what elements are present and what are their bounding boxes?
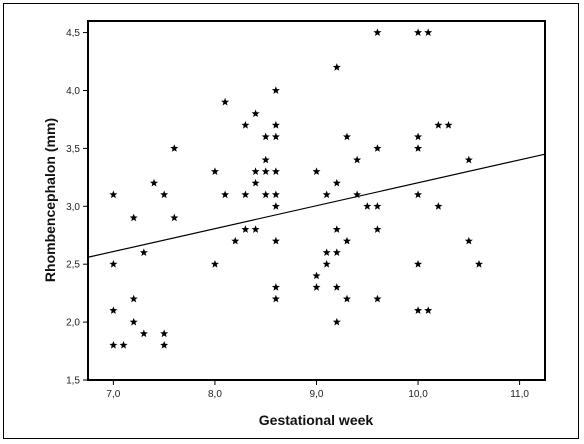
- data-point: [241, 225, 250, 233]
- data-point: [424, 28, 433, 36]
- x-tick-label: 11,0: [510, 389, 529, 400]
- data-point: [160, 329, 169, 338]
- data-point: [414, 144, 423, 152]
- data-point: [414, 190, 423, 199]
- regression-line: [87, 153, 546, 258]
- y-tick-label: 2,0: [66, 318, 80, 329]
- y-tick-label: 3,5: [66, 144, 80, 155]
- x-tick-label: 8,0: [208, 389, 222, 400]
- data-point: [312, 271, 321, 280]
- data-point: [261, 190, 270, 199]
- data-point: [332, 283, 341, 291]
- data-point: [414, 28, 423, 36]
- data-point: [271, 167, 280, 175]
- data-point: [129, 317, 138, 326]
- data-point: [434, 121, 443, 129]
- data-point: [464, 236, 473, 245]
- data-point: [271, 294, 280, 303]
- data-point: [251, 178, 260, 187]
- data-point: [353, 190, 362, 199]
- data-point: [444, 121, 453, 129]
- data-point: [332, 317, 341, 326]
- data-point: [251, 109, 260, 118]
- data-point: [231, 236, 240, 245]
- data-point: [170, 144, 179, 152]
- y-tick-label: 2,5: [66, 260, 80, 271]
- data-point: [221, 190, 230, 199]
- data-point: [414, 306, 423, 314]
- data-point: [434, 202, 443, 210]
- x-tick-label: 9,0: [310, 389, 324, 400]
- data-point: [109, 306, 118, 314]
- data-point: [424, 306, 433, 314]
- data-point: [271, 202, 280, 210]
- data-point: [332, 225, 341, 233]
- data-point: [464, 155, 473, 164]
- data-point: [109, 259, 118, 268]
- data-point: [139, 248, 148, 257]
- data-point: [353, 155, 362, 164]
- data-point: [271, 236, 280, 245]
- y-tick-label: 1,5: [66, 376, 80, 387]
- data-point: [414, 259, 423, 268]
- data-point: [251, 167, 260, 175]
- data-point: [109, 341, 118, 349]
- data-point: [332, 178, 341, 187]
- data-point: [241, 121, 250, 129]
- data-point: [271, 86, 280, 94]
- data-point: [261, 167, 270, 175]
- x-axis-ticks: 7,0 8,0 9,0 10,0 11,0: [106, 380, 529, 400]
- data-point: [271, 132, 280, 141]
- data-point: [129, 294, 138, 303]
- y-tick-label: 4,5: [66, 28, 80, 39]
- data-point: [271, 190, 280, 199]
- data-point: [373, 28, 382, 36]
- data-point: [342, 132, 351, 141]
- data-points: [109, 28, 483, 349]
- data-point: [271, 283, 280, 291]
- y-axis-title: Rhombencephalon (mm): [42, 118, 58, 282]
- data-point: [373, 144, 382, 152]
- data-point: [342, 294, 351, 303]
- data-point: [261, 155, 270, 164]
- plot-area-border: [87, 20, 546, 381]
- data-point: [261, 132, 270, 141]
- data-point: [312, 283, 321, 291]
- y-axis-ticks: 1,5 2,0 2,5 3,0 3,5 4,0 4,5: [66, 28, 88, 387]
- y-tick-label: 3,0: [66, 202, 80, 213]
- data-point: [160, 190, 169, 199]
- y-tick-label: 4,0: [66, 86, 80, 97]
- data-point: [312, 167, 321, 175]
- data-point: [210, 167, 219, 175]
- data-point: [139, 329, 148, 338]
- data-point: [414, 132, 423, 141]
- data-point: [342, 236, 351, 245]
- data-point: [332, 63, 341, 71]
- x-axis-title: Gestational week: [259, 412, 374, 428]
- data-point: [241, 190, 250, 199]
- regression-line-group: [87, 153, 546, 258]
- data-point: [119, 341, 128, 349]
- data-point: [271, 121, 280, 129]
- data-point: [210, 259, 219, 268]
- data-point: [373, 225, 382, 233]
- x-tick-label: 10,0: [408, 389, 428, 400]
- x-tick-label: 7,0: [106, 389, 120, 400]
- data-point: [150, 178, 159, 187]
- data-point: [373, 294, 382, 303]
- data-point: [332, 248, 341, 257]
- data-point: [322, 190, 331, 199]
- data-point: [170, 213, 179, 222]
- data-point: [322, 259, 331, 268]
- data-point: [251, 225, 260, 233]
- data-point: [129, 213, 138, 222]
- data-point: [109, 190, 118, 199]
- data-point: [373, 202, 382, 210]
- data-point: [221, 97, 230, 106]
- data-point: [160, 341, 169, 349]
- data-point: [363, 202, 372, 210]
- data-point: [322, 248, 331, 257]
- data-point: [474, 259, 483, 268]
